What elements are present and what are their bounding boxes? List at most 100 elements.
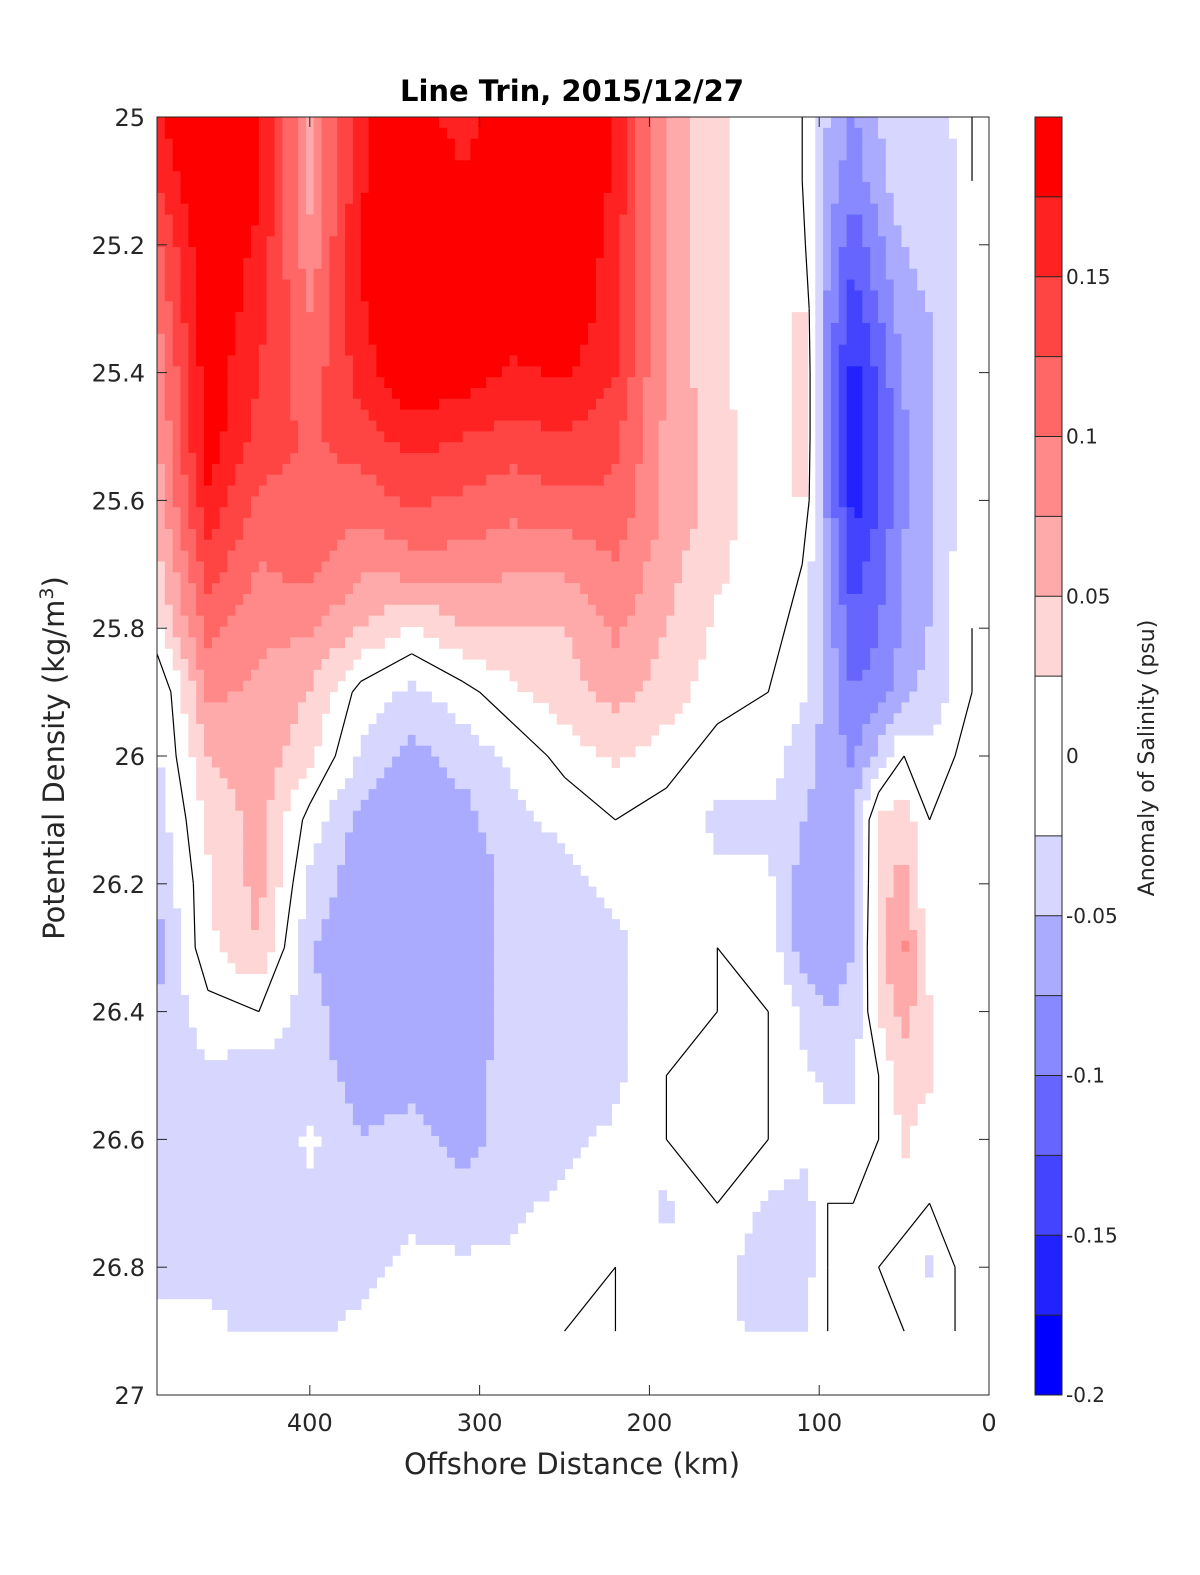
contour-cell: [345, 355, 354, 367]
contour-cell: [713, 453, 722, 465]
contour-cell: [352, 225, 362, 237]
contour-cell: [399, 160, 409, 172]
contour-cell: [345, 637, 354, 649]
contour-cell: [948, 160, 957, 172]
contour-cell: [345, 453, 354, 465]
contour-cell: [799, 398, 809, 411]
contour-cell: [196, 268, 205, 281]
contour-cell: [572, 550, 581, 563]
contour-cell: [399, 507, 409, 519]
contour-cell: [541, 669, 550, 682]
contour-cell: [658, 182, 667, 194]
contour-cell: [211, 301, 221, 313]
contour-cell: [478, 507, 487, 519]
contour-cell: [909, 171, 918, 183]
contour-cell: [360, 117, 370, 129]
contour-cell: [196, 431, 205, 443]
contour-cell: [274, 149, 283, 161]
contour-cell: [282, 290, 291, 302]
contour-cell: [541, 127, 550, 140]
contour-cell: [399, 561, 409, 573]
contour-cell: [227, 398, 236, 411]
contour-cell: [580, 182, 589, 194]
contour-cell: [164, 518, 174, 530]
contour-cell: [337, 138, 346, 151]
contour-cell: [885, 192, 895, 205]
contour-cell: [588, 236, 597, 248]
contour-cell: [274, 637, 283, 649]
contour-cell: [188, 442, 197, 454]
contour-cell: [525, 431, 534, 443]
contour-cell: [329, 583, 338, 595]
contour-cell: [580, 377, 589, 389]
contour-cell: [282, 431, 291, 443]
contour-cell: [556, 453, 566, 465]
contour-cell: [305, 149, 315, 161]
contour-cell: [352, 149, 362, 161]
contour-cell: [799, 420, 809, 432]
contour-cell: [721, 518, 730, 530]
contour-cell: [697, 572, 707, 584]
contour-cell: [470, 442, 479, 454]
contour-cell: [415, 398, 425, 411]
contour-cell: [713, 301, 722, 313]
contour-cell: [274, 268, 283, 281]
contour-cell: [454, 626, 464, 638]
contour-cell: [572, 474, 581, 487]
contour-cell: [180, 539, 189, 552]
contour-cell: [541, 659, 550, 671]
contour-cell: [164, 322, 174, 335]
contour-cell: [235, 659, 244, 671]
contour-cell: [682, 192, 691, 205]
contour-cell: [376, 398, 385, 411]
contour-cell: [180, 561, 189, 573]
contour-cell: [196, 203, 205, 216]
contour-cell: [642, 724, 652, 736]
contour-cell: [486, 355, 495, 367]
contour-cell: [846, 442, 856, 454]
contour-cell: [533, 409, 542, 422]
contour-cell: [384, 214, 393, 226]
contour-cell: [862, 539, 871, 552]
contour-cell: [862, 268, 871, 281]
contour-cell: [909, 333, 918, 346]
contour-cell: [548, 203, 558, 216]
contour-cell: [407, 290, 417, 302]
contour-cell: [407, 312, 417, 324]
contour-cell: [580, 192, 589, 205]
contour-cell: [925, 344, 934, 357]
contour-cell: [674, 463, 683, 476]
contour-cell: [368, 539, 378, 552]
contour-cell: [799, 724, 809, 736]
contour-cell: [172, 171, 182, 183]
contour-cell: [838, 117, 848, 129]
contour-cell: [627, 442, 636, 454]
contour-cell: [329, 604, 338, 617]
contour-cell: [204, 442, 213, 454]
contour-cell: [345, 377, 354, 389]
contour-cell: [533, 355, 542, 367]
contour-cell: [595, 192, 605, 205]
contour-cell: [439, 366, 448, 378]
contour-cell: [807, 724, 816, 736]
contour-cell: [917, 388, 926, 400]
contour-cell: [290, 680, 299, 693]
contour-cell: [548, 388, 558, 400]
contour-cell: [909, 518, 918, 530]
contour-cell: [251, 528, 260, 541]
contour-cell: [258, 203, 268, 216]
contour-cell: [556, 528, 566, 541]
contour-cell: [580, 485, 589, 498]
contour-cell: [376, 149, 385, 161]
contour-cell: [564, 691, 573, 703]
contour-cell: [862, 496, 871, 508]
contour-cell: [501, 442, 511, 454]
contour-cell: [689, 431, 699, 443]
contour-cell: [501, 333, 511, 346]
contour-cell: [211, 648, 221, 660]
contour-cell: [642, 539, 652, 552]
contour-cell: [658, 431, 667, 443]
contour-cell: [901, 431, 910, 443]
contour-cell: [564, 680, 573, 693]
contour-cell: [846, 637, 856, 649]
